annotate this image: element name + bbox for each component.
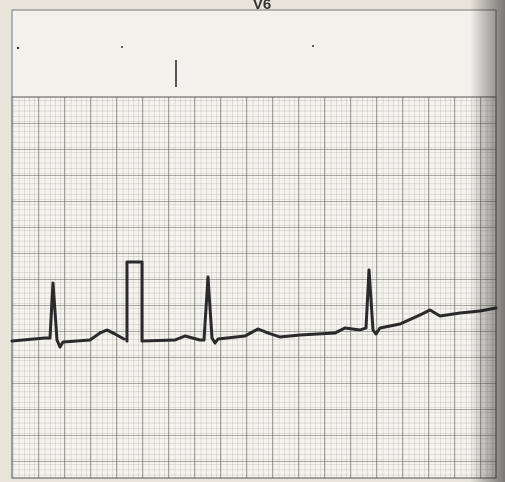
header-strip [11,9,497,98]
shadow [470,0,505,482]
grid [11,96,497,479]
dot [312,45,314,47]
dot [16,46,20,50]
dot [121,46,123,48]
ecg-trace [10,260,498,349]
